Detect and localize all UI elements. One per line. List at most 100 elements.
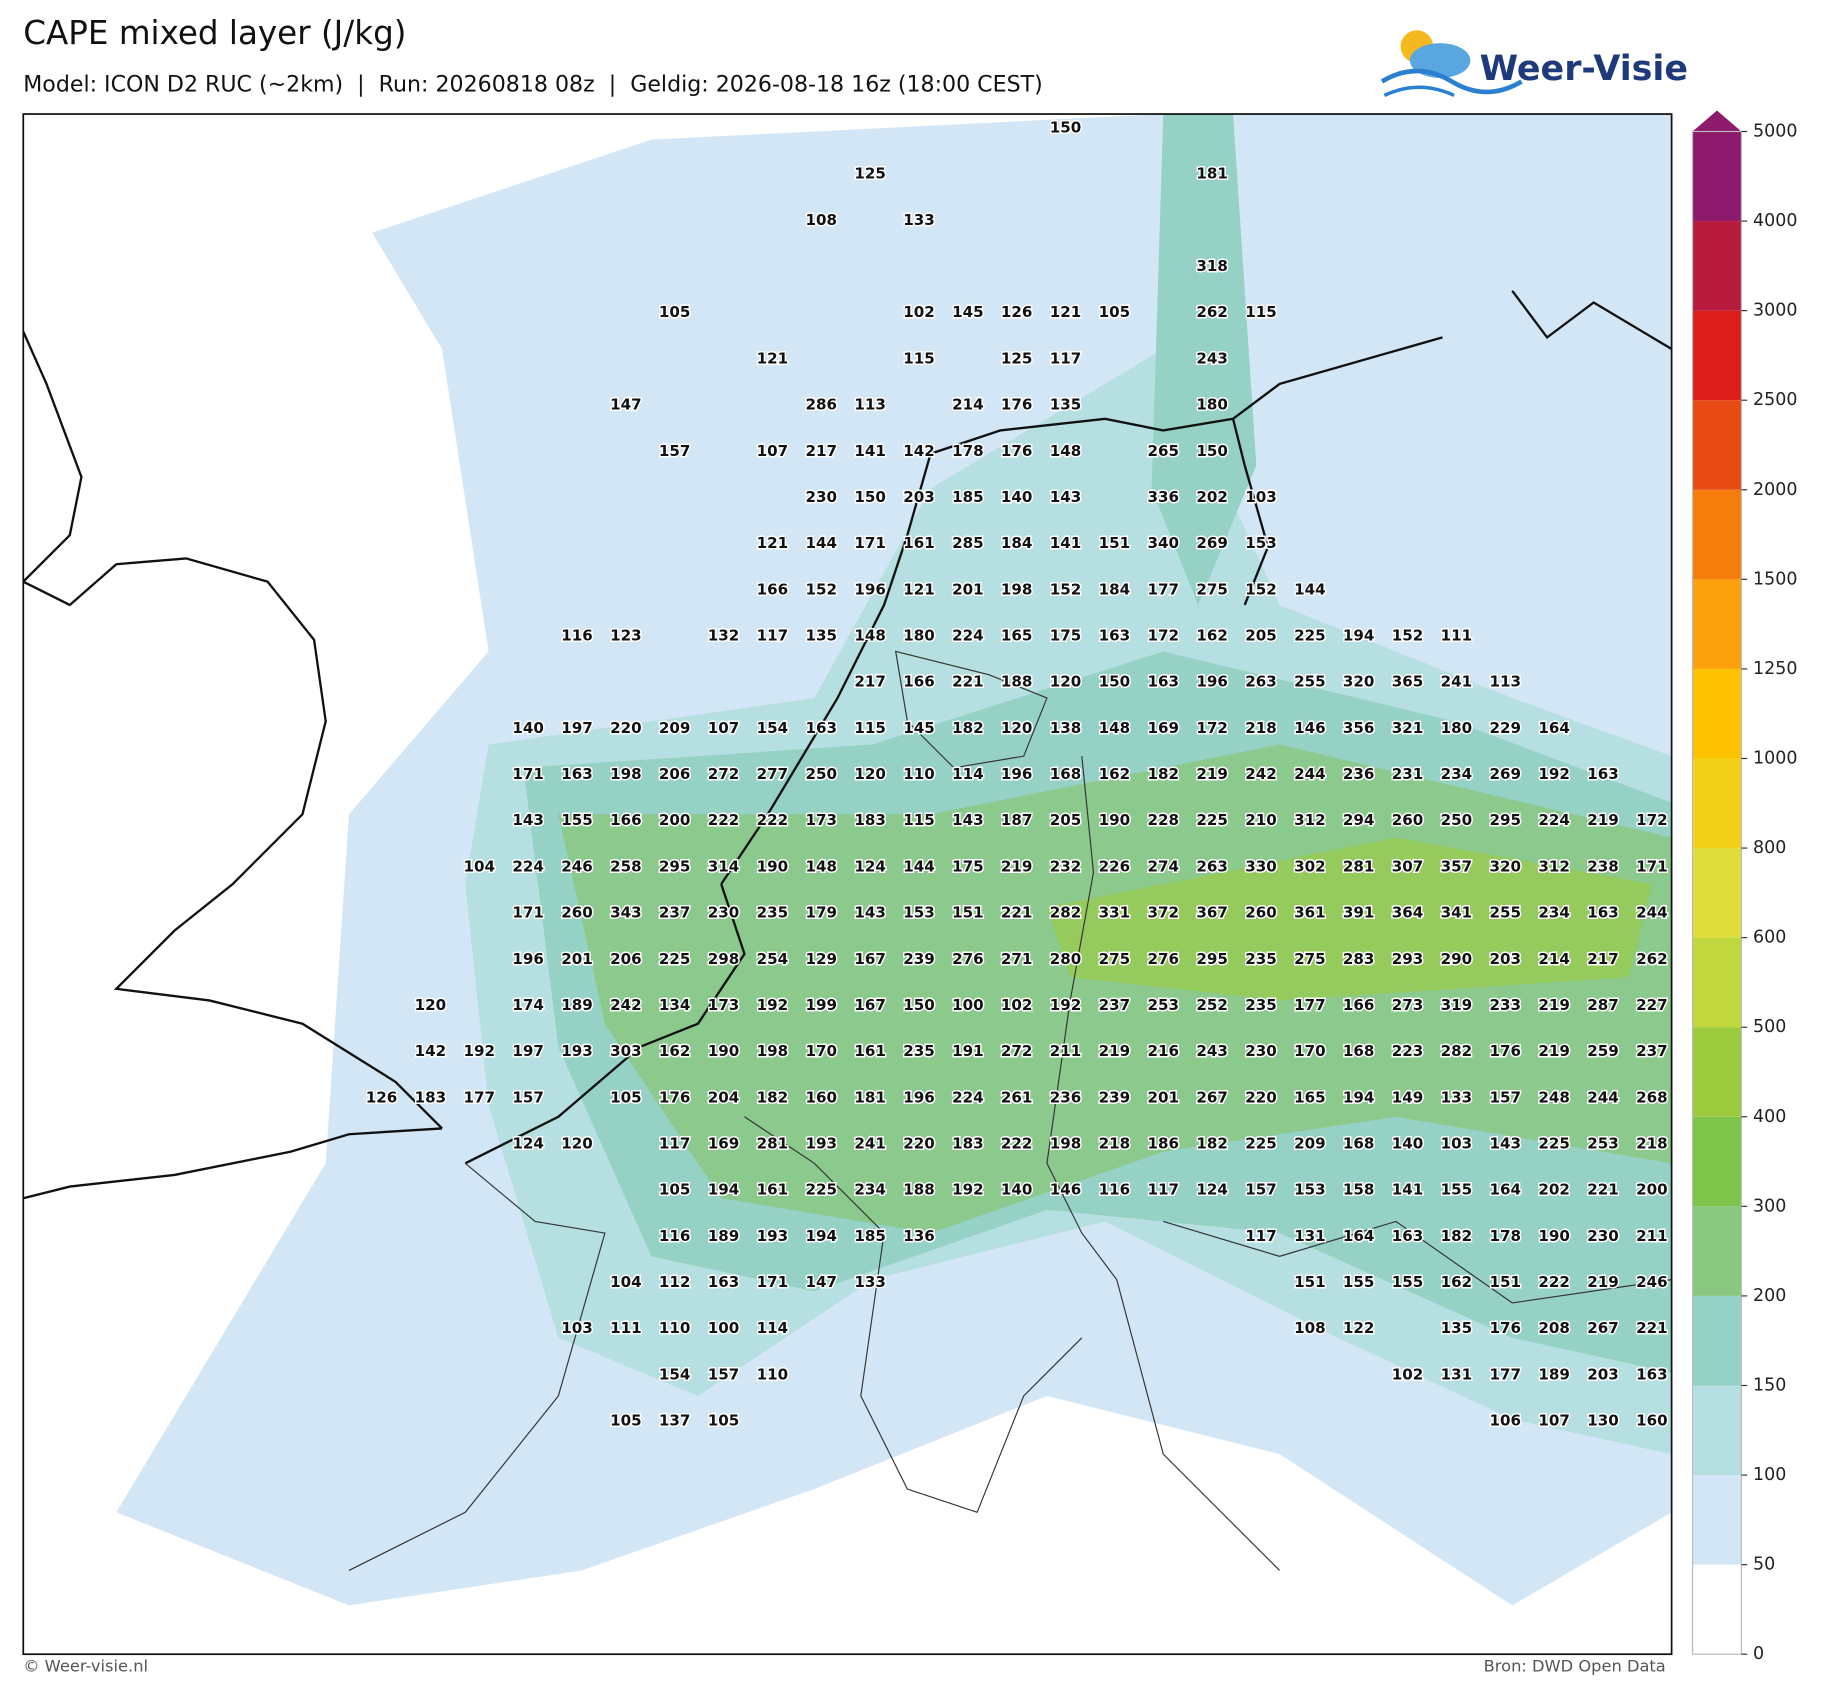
cape-value: 280 [1050,950,1082,968]
cape-value: 235 [757,904,789,922]
cape-value: 157 [659,442,691,460]
cape-value: 234 [1538,904,1570,922]
cape-value: 181 [1196,165,1228,183]
colorbar-extend [1692,110,1742,132]
cape-value: 303 [610,1042,642,1060]
cape-value: 391 [1343,904,1375,922]
cape-value: 242 [610,996,642,1014]
cape-value: 261 [1001,1088,1033,1106]
cape-value: 168 [1343,1134,1375,1152]
cape-value: 219 [1587,1273,1619,1291]
cape-value: 235 [903,1042,935,1060]
cape-value: 204 [708,1088,740,1106]
cape-value: 110 [659,1319,691,1337]
cape-value: 237 [1099,996,1131,1014]
cape-value: 217 [854,673,886,691]
cape-value: 163 [1587,765,1619,783]
cape-value: 211 [1050,1042,1082,1060]
cape-value: 228 [1147,811,1179,829]
cape-value: 194 [1343,1088,1375,1106]
cape-value: 260 [1245,904,1277,922]
title: CAPE mixed layer (J/kg) [23,14,406,52]
cape-value: 131 [1441,1365,1473,1383]
cape-value: 153 [903,904,935,922]
cape-value: 163 [708,1273,740,1291]
cape-value: 179 [805,904,837,922]
cape-value: 102 [1001,996,1033,1014]
cape-value: 105 [1099,303,1131,321]
cape-value: 276 [1147,950,1179,968]
cape-value: 126 [366,1088,398,1106]
cape-value: 192 [463,1042,495,1060]
cape-value: 221 [952,673,984,691]
cape-value: 201 [952,580,984,598]
cape-value: 271 [1001,950,1033,968]
cape-value: 244 [1294,765,1326,783]
cape-value: 183 [854,811,886,829]
cape-value: 177 [1294,996,1326,1014]
cape-value: 176 [1489,1319,1521,1337]
cape-value: 169 [1147,719,1179,737]
footer-left: © Weer-visie.nl [23,1657,148,1676]
cape-value: 185 [952,488,984,506]
cape-value: 141 [1392,1181,1424,1199]
cape-value: 361 [1294,904,1326,922]
colorbar-segment [1692,131,1742,222]
cape-value: 162 [1441,1273,1473,1291]
cape-value: 203 [1587,1365,1619,1383]
cape-value: 157 [708,1365,740,1383]
cape-value: 124 [854,857,886,875]
cape-value: 104 [610,1273,642,1291]
cape-value: 102 [903,303,935,321]
cape-value: 295 [659,857,691,875]
cape-value: 293 [1392,950,1424,968]
cape-value: 183 [415,1088,447,1106]
cape-value: 125 [854,165,886,183]
cape-value: 166 [903,673,935,691]
cape-value: 138 [1050,719,1082,737]
cape-value: 102 [1392,1365,1424,1383]
cape-value: 120 [561,1134,593,1152]
cape-value: 208 [1538,1319,1570,1337]
cape-value: 129 [805,950,837,968]
cape-value: 275 [1196,580,1228,598]
cape-value: 190 [1538,1227,1570,1245]
cape-value: 114 [757,1319,789,1337]
cape-value: 163 [561,765,593,783]
cape-value: 302 [1294,857,1326,875]
cape-value: 147 [805,1273,837,1291]
cape-value: 150 [1196,442,1228,460]
cape-value: 163 [1636,1365,1668,1383]
cape-value: 162 [1099,765,1131,783]
footer-right: Bron: DWD Open Data [1484,1657,1666,1676]
cape-value: 132 [708,626,740,644]
cape-value: 108 [1294,1319,1326,1337]
cape-value: 230 [1245,1042,1277,1060]
cape-value: 154 [659,1365,691,1383]
cape-value: 126 [1001,303,1033,321]
cape-value: 253 [1147,996,1179,1014]
cape-value: 219 [1538,1042,1570,1060]
cape-value: 105 [708,1412,740,1430]
cape-value: 225 [1294,626,1326,644]
cape-value: 174 [512,996,544,1014]
cape-value: 117 [659,1134,691,1152]
cape-value: 246 [561,857,593,875]
colorbar-segment [1692,1475,1742,1565]
cape-value: 110 [903,765,935,783]
cape-value: 144 [1294,580,1326,598]
cape-value: 321 [1392,719,1424,737]
cape-value: 172 [1196,719,1228,737]
cape-value: 166 [610,811,642,829]
cape-value: 172 [1636,811,1668,829]
cape-value: 336 [1147,488,1179,506]
cape-value: 157 [512,1088,544,1106]
cape-value: 172 [1147,626,1179,644]
map-frame [22,113,1673,1656]
cape-value: 143 [952,811,984,829]
cape-value: 294 [1343,811,1375,829]
cape-value: 161 [903,534,935,552]
cape-value: 171 [512,765,544,783]
cape-value: 218 [1245,719,1277,737]
colorbar-segment [1692,937,1742,1028]
